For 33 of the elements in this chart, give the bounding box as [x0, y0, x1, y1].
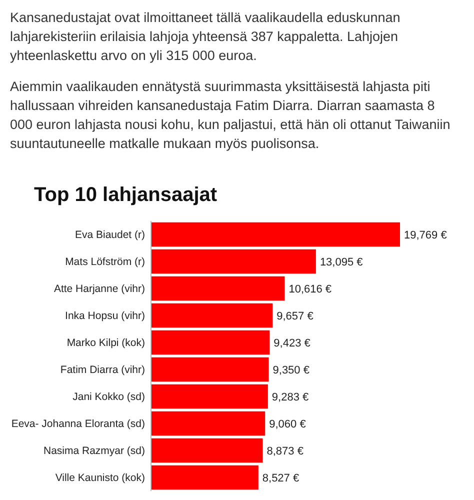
data-label: 19,769 € [404, 229, 447, 242]
bar [151, 276, 285, 301]
y-tick-label: Eva Biaudet (r) [74, 229, 145, 242]
data-label: 8,873 € [266, 445, 304, 458]
data-label: 9,423 € [274, 337, 310, 350]
bar [151, 330, 270, 355]
data-label: 13,095 € [320, 256, 363, 268]
text: Kansanedustajat ovat ilmoittaneet tällä vaalikaudella eduskunnan lahjarekisteriin erilaisia lahjoja yhteensä 387 kappaletta. Lahjojen yhteenlaskettu arvo on yli 315 000 euroa. [10, 10, 400, 63]
bar [151, 411, 266, 436]
bar [151, 384, 268, 409]
y-tick-label: Fatim Diarra (vihr) [60, 364, 145, 376]
y-tick-label: Atte Harjanne (vihr) [54, 283, 145, 296]
data-label: 9,283 € [272, 391, 309, 404]
y-tick-label: Mats Löfström (r) [65, 256, 145, 268]
data-label: 9,060 € [269, 418, 306, 430]
chart-title: Top 10 lahjansaajat [34, 184, 218, 206]
y-tick-label: Eeva- Johanna Eloranta (sd) [11, 418, 145, 430]
data-label: 9,657 € [276, 310, 314, 322]
data-label: 8,527 € [262, 472, 300, 484]
bar [151, 465, 258, 490]
bar [151, 222, 400, 247]
y-tick-label: Ville Kaunisto (kok) [55, 472, 145, 484]
bar [151, 249, 316, 274]
y-tick-label: Jani Kokko (sd) [72, 391, 145, 404]
bar [151, 303, 273, 328]
bar [151, 357, 269, 382]
y-tick-label: Nasima Razmyar (sd) [43, 445, 145, 458]
y-tick-label: Marko Kilpi (kok) [66, 337, 145, 350]
y-tick-label: Inka Hopsu (vihr) [65, 310, 145, 322]
data-label: 10,616 € [288, 283, 332, 296]
data-label: 9,350 € [272, 364, 310, 376]
text: Aiemmin vaalikauden ennätystä suurimmasta yksittäisestä lahjasta piti hallussaan vihreiden kansanedustaja Fatim Diarra. Diarran saamasta 8 000 euron lahjasta nousi kohu, kun paljastui, että hän oli ottanut Taiwaniin suuntautuneelle matkalle mukaan myös puolisonsa. [10, 79, 450, 151]
bar [151, 438, 263, 463]
